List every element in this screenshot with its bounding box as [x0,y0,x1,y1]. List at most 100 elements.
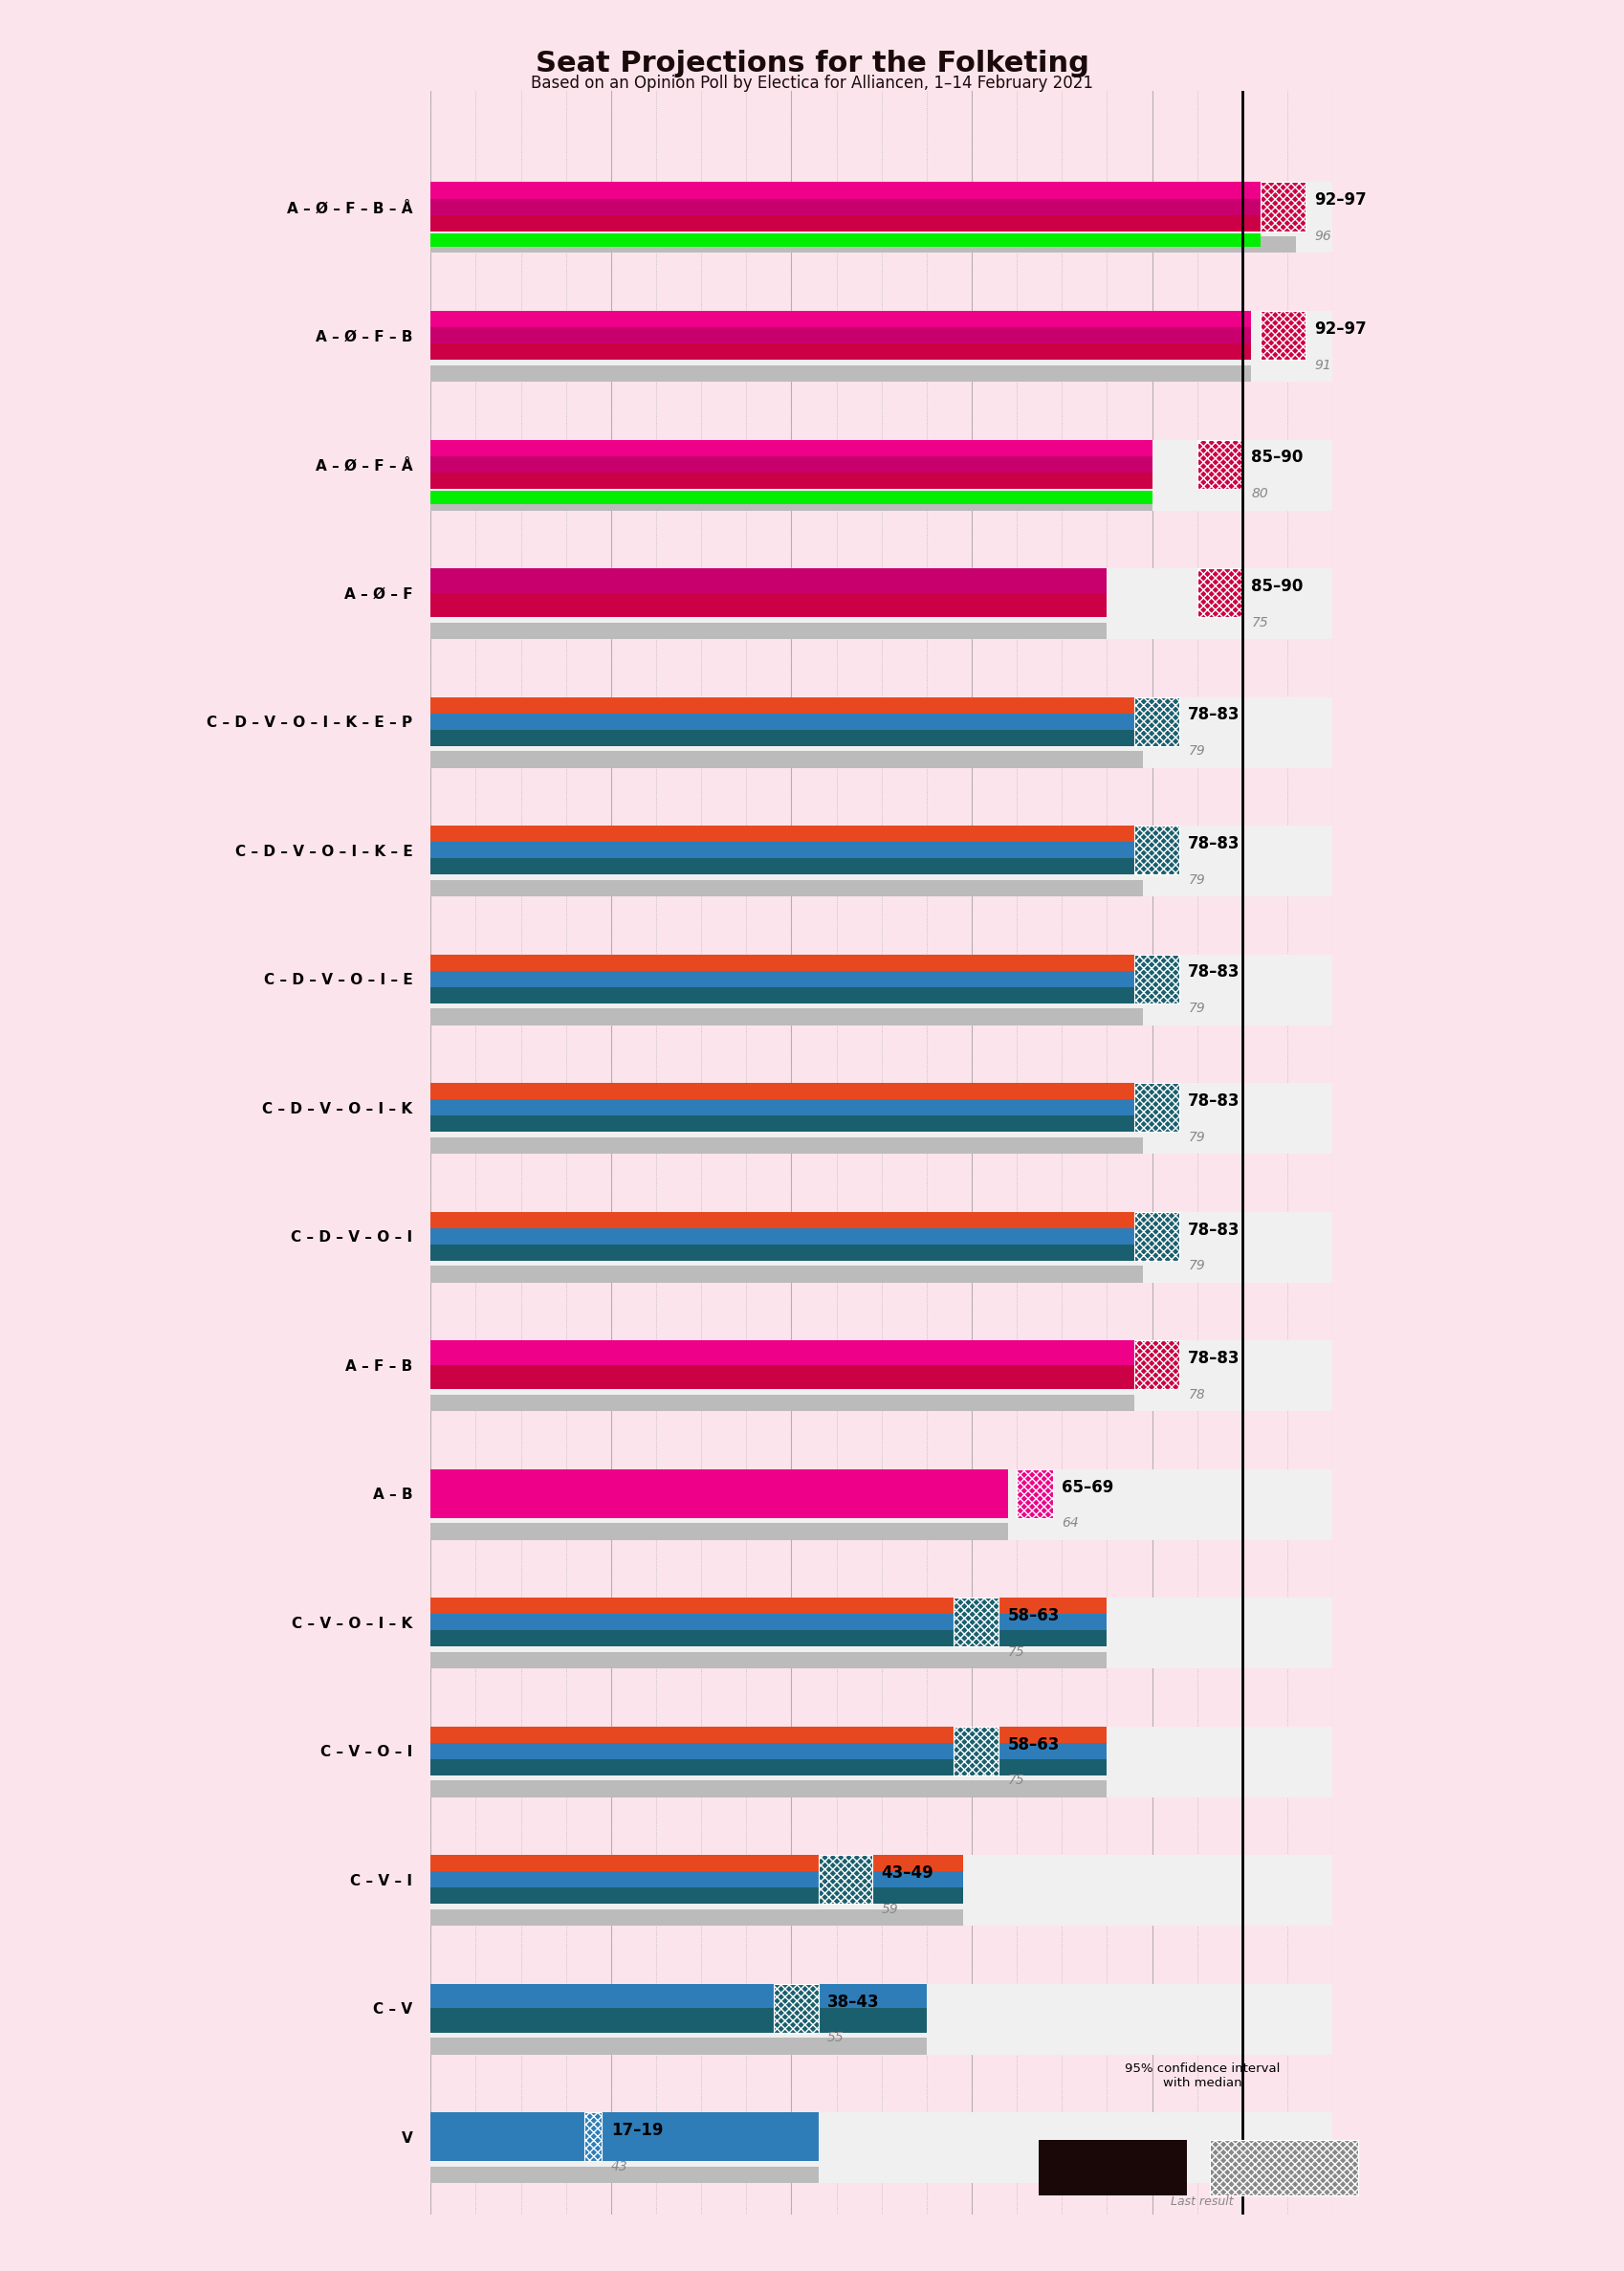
Bar [430,827,1142,843]
Bar [1260,182,1304,232]
Bar [430,441,1332,511]
Text: 65–69: 65–69 [1062,1478,1114,1497]
Bar [430,343,1250,359]
Text: Last result: Last result [1171,2196,1233,2207]
Bar [1260,311,1304,359]
Bar [430,2008,926,2033]
Bar [430,1083,1332,1154]
Bar [430,568,1332,638]
Text: 78–83: 78–83 [1187,706,1239,724]
Bar [430,970,1142,988]
Bar [430,729,1142,745]
Bar [1197,568,1242,618]
Bar [430,491,1151,504]
Bar [430,2167,818,2182]
Text: 78: 78 [1187,1388,1205,1401]
Bar [430,1742,1106,1760]
Text: 80: 80 [1250,486,1267,500]
Text: 92–97: 92–97 [1314,320,1366,338]
Bar [953,1726,999,1776]
Text: 79: 79 [1187,872,1205,886]
Bar [430,2037,926,2055]
Text: 78–83: 78–83 [1187,1092,1239,1111]
Bar [430,1651,1106,1669]
Bar [430,236,1296,252]
Bar [818,1855,872,1903]
Text: 95% confidence interval
with median: 95% confidence interval with median [1124,2062,1280,2089]
Bar [430,1340,1134,1365]
Bar [430,182,1332,252]
Bar [430,954,1142,970]
Bar [430,327,1250,343]
Text: 78–83: 78–83 [1187,963,1239,981]
Text: 92–97: 92–97 [1314,191,1366,209]
Bar [430,1726,1106,1742]
Text: 85–90: 85–90 [1250,450,1302,466]
Bar [430,1099,1142,1115]
Text: 79: 79 [1187,1258,1205,1272]
Bar [430,216,1260,232]
Text: 43–49: 43–49 [882,1864,934,1883]
Bar [1134,1213,1179,1260]
Text: 59: 59 [882,1903,898,1917]
Text: 64: 64 [1062,1517,1078,1531]
Bar [430,1245,1142,1260]
Text: 75: 75 [1007,1774,1025,1787]
Bar [1197,441,1242,488]
Bar [430,456,1151,472]
Bar [430,311,1332,382]
Bar [430,1910,961,1926]
Bar [773,1985,818,2033]
Text: 55: 55 [827,2030,844,2044]
Bar [430,198,1260,216]
Bar [430,1213,1142,1229]
Bar [430,622,1106,638]
Text: 79: 79 [1187,745,1205,759]
Text: 58–63: 58–63 [1007,1735,1059,1753]
Bar [430,1083,1142,1099]
Bar [430,2112,1332,2182]
Bar [430,1780,1106,1796]
Bar [430,1615,1106,1631]
Bar [430,954,1332,1024]
Bar [430,1726,1332,1796]
Bar [430,1265,1142,1283]
Bar [430,752,1142,768]
Text: 38–43: 38–43 [827,1994,879,2010]
Bar [430,1138,1142,1154]
Bar [430,311,1250,327]
Bar [430,1469,1007,1517]
Text: 79: 79 [1187,1002,1205,1015]
Bar [430,1365,1134,1390]
Bar [430,1469,1332,1540]
Bar [1134,954,1179,1004]
Bar [430,234,1260,248]
Bar [430,827,1332,897]
Text: 78–83: 78–83 [1187,1222,1239,1238]
Bar [430,843,1142,858]
Bar [430,879,1142,897]
Text: 85–90: 85–90 [1250,577,1302,595]
Text: 91: 91 [1314,359,1330,372]
Text: 43: 43 [611,2160,627,2173]
Bar [430,1213,1332,1283]
Bar [430,1631,1106,1646]
Text: 78–83: 78–83 [1187,1349,1239,1367]
Bar [583,2112,601,2162]
Bar [1134,1083,1179,1131]
Bar [1038,2139,1186,2196]
Bar [430,1340,1332,1410]
Bar [430,697,1142,713]
Bar [430,366,1250,382]
Text: Based on an Opinion Poll by Electica for Alliancen, 1–14 February 2021: Based on an Opinion Poll by Electica for… [531,75,1093,93]
Bar [430,593,1106,618]
Bar [1210,2139,1358,2196]
Bar [430,1229,1142,1245]
Bar [1134,697,1179,745]
Bar [430,2112,818,2162]
Text: 78–83: 78–83 [1187,836,1239,852]
Bar [430,858,1142,874]
Text: 79: 79 [1187,1131,1205,1145]
Bar [953,1599,999,1646]
Bar [430,1871,961,1887]
